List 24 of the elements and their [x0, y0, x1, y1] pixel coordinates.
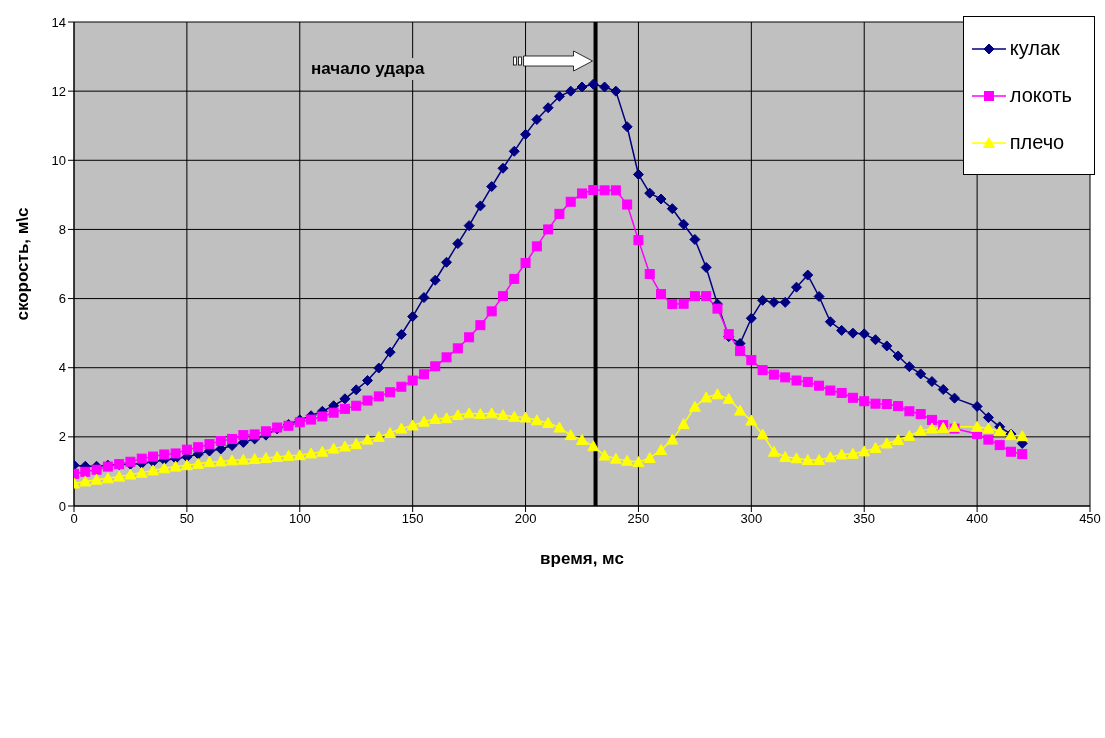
y-tick-label: 10: [51, 152, 66, 168]
x-tick-label: 450: [1079, 511, 1101, 527]
x-tick-label: 400: [966, 511, 988, 527]
x-tick-label: 300: [740, 511, 763, 527]
x-axis-title: время, мс: [540, 549, 624, 568]
y-tick-label: 4: [58, 360, 66, 376]
y-tick-label: 6: [58, 291, 66, 307]
legend-label: кулак: [1009, 37, 1060, 60]
x-tick-label: 150: [401, 511, 424, 527]
legend-label: плечо: [1009, 131, 1065, 154]
annotation: начало удара: [308, 58, 428, 80]
legend-label: локоть: [1009, 84, 1072, 107]
y-tick-label: 12: [51, 83, 66, 99]
x-tick-label: 200: [514, 511, 537, 527]
y-tick-label: 0: [58, 498, 66, 514]
y-tick-label: 8: [58, 222, 66, 238]
x-tick-label: 0: [70, 511, 78, 527]
y-tick-label: 2: [58, 429, 66, 445]
x-tick-label: 100: [288, 511, 311, 527]
x-tick-label: 350: [853, 511, 876, 527]
y-tick-label: 14: [51, 14, 66, 30]
y-axis-title: скорость, м\с: [13, 207, 33, 321]
x-tick-label: 250: [627, 511, 650, 527]
x-tick-label: 50: [179, 511, 195, 527]
